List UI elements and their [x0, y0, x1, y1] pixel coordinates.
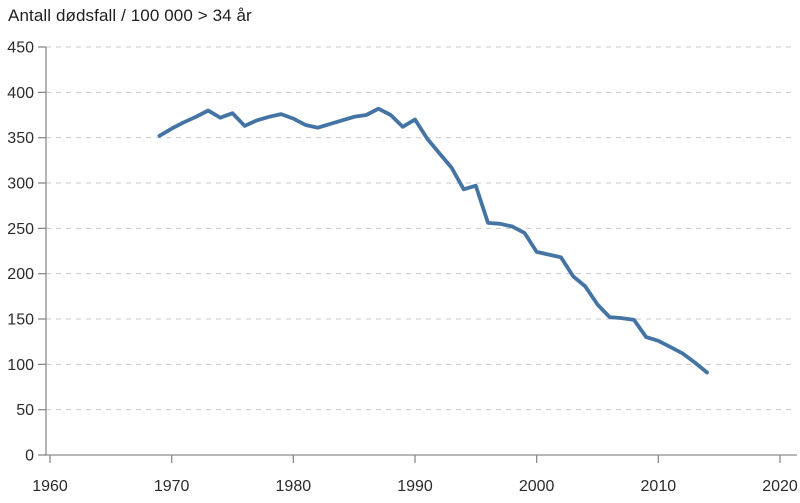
y-tick-label: 200 — [7, 266, 34, 283]
y-tick-label: 400 — [7, 85, 34, 102]
x-tick-label: 2020 — [762, 478, 798, 495]
data-line — [157, 106, 709, 375]
x-tick-label: 1980 — [276, 478, 312, 495]
x-tick-label: 2000 — [519, 478, 555, 495]
chart-title: Antall dødsfall / 100 000 > 34 år — [8, 6, 252, 25]
y-tick-label: 250 — [7, 221, 34, 238]
y-tick-label: 50 — [16, 402, 34, 419]
y-tick-label: 100 — [7, 357, 34, 374]
x-tick-label: 1990 — [397, 478, 433, 495]
y-tick-label: 150 — [7, 312, 34, 329]
x-tick-label: 1970 — [154, 478, 190, 495]
y-tick-label: 350 — [7, 130, 34, 147]
y-tick-label: 300 — [7, 176, 34, 193]
x-tick-label: 2010 — [641, 478, 677, 495]
x-tick-label: 1960 — [32, 478, 68, 495]
y-tick-label: 450 — [7, 40, 34, 57]
y-tick-label: 0 — [25, 448, 34, 465]
